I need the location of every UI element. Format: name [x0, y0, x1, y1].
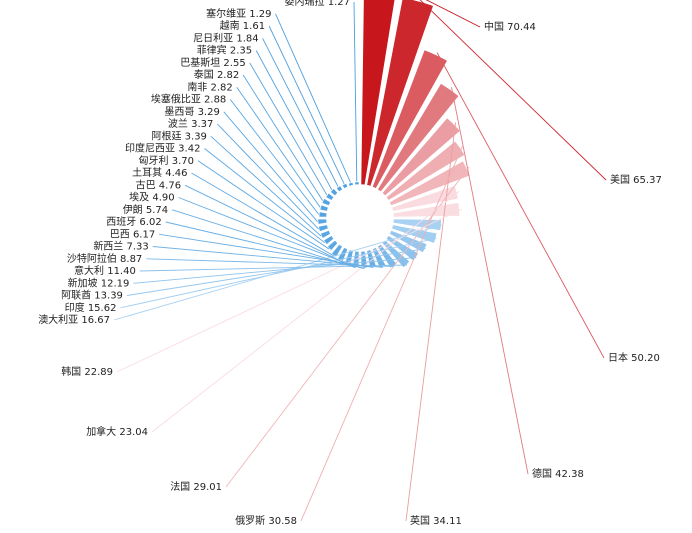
data-label-35: 塞尔维亚 1.29 — [206, 7, 271, 20]
leader-line-18 — [165, 221, 365, 269]
data-label-28: 埃塞俄比亚 2.88 — [151, 93, 226, 106]
sector-28[interactable] — [317, 210, 329, 219]
leader-line-9 — [116, 208, 463, 373]
leader-line-24 — [204, 148, 325, 244]
data-label-4: 德国 42.38 — [532, 467, 584, 480]
leader-line-2 — [419, 0, 607, 181]
data-label-7: 法国 29.01 — [170, 480, 222, 493]
data-label-16: 新西兰 7.33 — [93, 240, 148, 253]
data-label-25: 阿根廷 3.39 — [151, 129, 206, 142]
data-label-12: 阿联酋 13.39 — [61, 289, 123, 302]
leader-line-4 — [451, 87, 529, 475]
leader-line-20 — [178, 197, 348, 265]
leader-line-group — [113, 0, 607, 522]
leader-line-7 — [225, 166, 470, 488]
leader-line-35 — [275, 13, 351, 183]
sector-30[interactable] — [320, 197, 332, 208]
data-label-30: 泰国 2.82 — [194, 68, 239, 81]
data-label-18: 西班牙 6.02 — [106, 216, 161, 228]
sector-group — [316, 0, 472, 270]
sector-4[interactable] — [376, 81, 461, 194]
sector-26[interactable] — [317, 223, 330, 233]
leader-line-13 — [133, 257, 417, 284]
data-label-15: 沙特阿拉伯 8.87 — [67, 252, 142, 265]
sector-5[interactable] — [380, 116, 462, 198]
data-label-23: 匈牙利 3.70 — [139, 154, 194, 167]
label-group: 中国 70.44 美国 65.37 日本 50.20 德国 42.38 英国 34.11… — [38, 0, 662, 527]
data-label-31: 巴基斯坦 2.55 — [180, 56, 245, 69]
leader-line-12 — [126, 248, 426, 296]
sector-35[interactable] — [347, 181, 355, 188]
leader-line-32 — [255, 50, 333, 191]
data-label-5: 英国 34.11 — [410, 514, 462, 527]
leader-line-11 — [120, 237, 437, 309]
leader-line-25 — [210, 135, 322, 237]
data-label-3: 日本 50.20 — [608, 351, 660, 364]
sector-8[interactable] — [390, 184, 460, 213]
data-label-29: 南非 2.82 — [187, 80, 232, 93]
data-label-11: 印度 15.62 — [65, 301, 117, 314]
sector-25[interactable] — [319, 228, 332, 240]
sector-34[interactable] — [340, 181, 350, 190]
sector-31[interactable] — [324, 191, 336, 202]
data-label-21: 古巴 4.76 — [136, 178, 181, 191]
data-label-32: 菲律宾 2.35 — [197, 44, 252, 57]
data-label-24: 印度尼西亚 3.42 — [125, 142, 200, 155]
data-label-27: 墨西哥 3.29 — [164, 106, 219, 118]
data-label-1: 中国 70.44 — [484, 20, 536, 33]
leader-line-19 — [172, 209, 356, 269]
data-label-19: 伊朗 5.74 — [123, 204, 168, 216]
data-label-6: 俄罗斯 30.58 — [235, 514, 297, 527]
leader-line-27 — [223, 111, 318, 222]
data-label-17: 巴西 6.17 — [110, 228, 155, 240]
sector-23[interactable] — [325, 238, 340, 253]
sector-11[interactable] — [390, 223, 439, 245]
data-label-9: 韩国 22.89 — [61, 365, 113, 378]
sector-7[interactable] — [388, 159, 472, 208]
leader-line-8 — [151, 191, 460, 433]
leader-line-1 — [425, 0, 481, 28]
data-label-36: 委内瑞拉 1.27 — [285, 0, 350, 8]
sector-3[interactable] — [370, 48, 449, 190]
leader-line-34 — [268, 25, 345, 184]
data-label-2: 美国 65.37 — [610, 173, 662, 186]
leader-line-28 — [229, 99, 320, 215]
data-label-34: 越南 1.61 — [220, 19, 265, 32]
data-label-33: 尼日利亚 1.84 — [193, 32, 258, 44]
leader-line-22 — [191, 172, 334, 257]
sector-9[interactable] — [391, 201, 462, 219]
leader-line-29 — [236, 87, 321, 208]
leader-line-31 — [249, 62, 328, 196]
sector-32[interactable] — [328, 186, 340, 198]
sector-27[interactable] — [316, 217, 329, 226]
sector-6[interactable] — [384, 139, 467, 202]
leader-line-21 — [184, 184, 341, 262]
leader-line-30 — [242, 74, 323, 201]
data-label-20: 埃及 4.90 — [129, 191, 174, 204]
data-label-22: 土耳其 4.46 — [132, 166, 187, 179]
sector-24[interactable] — [322, 234, 336, 247]
data-label-10: 澳大利亚 16.67 — [38, 313, 110, 326]
sector-2[interactable] — [365, 0, 435, 188]
data-label-13: 新加坡 12.19 — [68, 276, 130, 289]
sector-36[interactable] — [353, 180, 361, 187]
data-label-14: 意大利 11.40 — [74, 264, 136, 277]
sector-1[interactable] — [359, 0, 398, 187]
leader-line-15 — [146, 258, 394, 267]
data-label-8: 加拿大 23.04 — [86, 425, 148, 438]
leader-line-33 — [262, 38, 339, 187]
leader-line-36 — [353, 1, 358, 182]
sector-29[interactable] — [318, 203, 330, 213]
sector-12[interactable] — [388, 228, 429, 255]
leader-line-26 — [217, 123, 319, 230]
leader-line-10 — [113, 224, 442, 321]
sector-33[interactable] — [334, 184, 344, 194]
leader-line-3 — [436, 52, 605, 359]
leader-line-5 — [405, 122, 457, 522]
data-label-26: 波兰 3.37 — [168, 117, 213, 130]
leader-line-23 — [197, 160, 330, 250]
leader-line-6 — [300, 146, 463, 522]
